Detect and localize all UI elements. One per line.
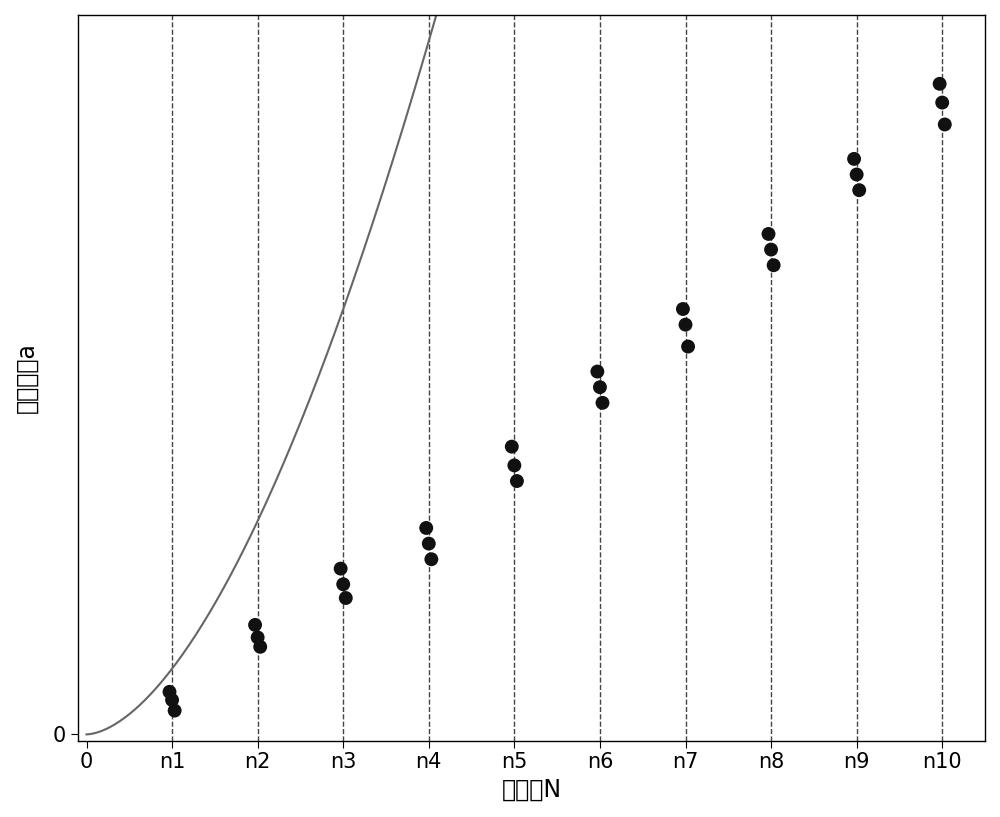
Point (250, 631, 266, 644)
Point (335, 578, 351, 591)
Point (252, 641, 268, 654)
Point (423, 552, 439, 565)
Point (167, 704, 183, 717)
Point (504, 440, 520, 453)
Point (846, 152, 862, 165)
Point (675, 302, 691, 315)
Point (937, 118, 953, 131)
Point (680, 340, 696, 353)
Point (763, 243, 779, 256)
Point (421, 537, 437, 550)
Point (766, 259, 782, 272)
Point (162, 685, 178, 699)
Point (934, 96, 950, 109)
Point (594, 396, 610, 409)
Y-axis label: 裂纹长度a: 裂纹长度a (15, 342, 39, 413)
Point (761, 227, 777, 240)
Point (932, 78, 948, 91)
Point (589, 365, 605, 378)
Point (418, 521, 434, 534)
Point (338, 592, 354, 605)
Point (333, 562, 349, 575)
Point (509, 475, 525, 488)
Point (247, 618, 263, 632)
Point (592, 381, 608, 394)
Point (164, 694, 180, 707)
Point (851, 184, 867, 197)
Point (506, 459, 522, 472)
Point (849, 168, 865, 181)
X-axis label: 循环数N: 循环数N (501, 778, 562, 802)
Point (678, 318, 694, 331)
